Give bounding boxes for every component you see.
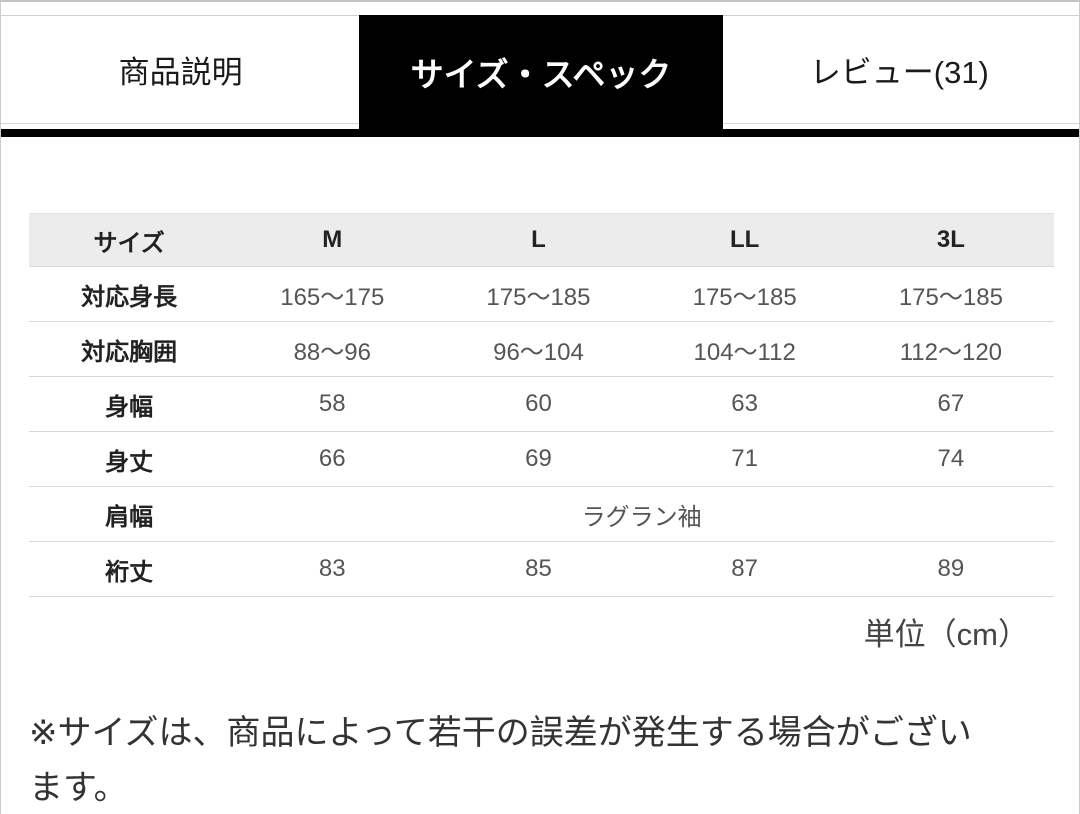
table-row: 裄丈 83 85 87 89 [29,542,1054,597]
size-disclaimer-line2: ます。 [29,769,128,808]
cell-value: 60 [525,390,552,417]
cell-value: 66 [318,445,346,472]
table-row: 対応胸囲 88〜96 96〜104 104〜112 112〜120 [29,322,1054,377]
cell-value: 63 [731,390,758,417]
header-m: M [229,213,436,267]
cell-value: 67 [937,390,965,417]
table-row: 肩幅 ラグラン袖 [29,487,1054,542]
cell-value: 69 [525,445,552,472]
cell-value-spanned: ラグラン袖 [581,503,702,531]
cell-value: 104〜112 [693,338,796,366]
size-spec-table: サイズ M L LL 3L 対応身長 165〜175 175〜185 175〜1… [29,213,1054,597]
cell-value: 96〜104 [493,338,584,366]
tab-reviews[interactable]: レビュー(31) [719,16,1079,123]
header-size: サイズ [29,213,230,267]
table-row: 身幅 58 60 63 67 [29,377,1054,432]
table-row: 身丈 66 69 71 74 [29,432,1054,487]
row-label-body-length: 身丈 [105,448,154,476]
cell-value: 85 [525,555,552,582]
cell-value: 175〜185 [692,283,797,311]
row-label-shoulder-width: 肩幅 [105,503,154,531]
tab-size-spec[interactable]: サイズ・スペック [359,15,723,137]
table-header-row: サイズ M L LL 3L [29,213,1054,267]
cell-value: 58 [318,390,346,417]
table-row: 対応身長 165〜175 175〜185 175〜185 175〜185 [29,267,1054,322]
size-disclaimer: ※サイズは、商品によって若干の誤差が発生する場合がござい ます。 [29,706,1049,814]
cell-value: 74 [937,445,965,472]
header-l: L [435,213,642,267]
cell-value: 165〜175 [280,283,385,311]
size-disclaimer-line1: ※サイズは、商品によって若干の誤差が発生する場合がござい [29,714,972,752]
cell-value: 89 [937,555,965,582]
row-label-sleeve-length: 裄丈 [105,558,154,586]
cell-value: 71 [731,445,758,472]
product-tab-bar: 商品説明 レビュー(31) サイズ・スペック [1,2,1079,137]
header-3l: 3L [847,213,1054,267]
cell-value: 83 [318,555,346,582]
row-label-body-width: 身幅 [105,393,154,421]
cell-value: 175〜185 [898,283,1003,311]
unit-note: 単位（cm） [863,617,1029,652]
cell-value: 112〜120 [899,338,1003,366]
cell-value: 175〜185 [486,283,591,311]
header-ll: LL [641,213,848,267]
row-label-chest: 対応胸囲 [81,338,178,366]
cell-value: 88〜96 [293,338,371,366]
row-label-height: 対応身長 [81,283,178,311]
cell-value: 87 [731,555,758,582]
tab-product-description[interactable]: 商品説明 [1,16,361,123]
